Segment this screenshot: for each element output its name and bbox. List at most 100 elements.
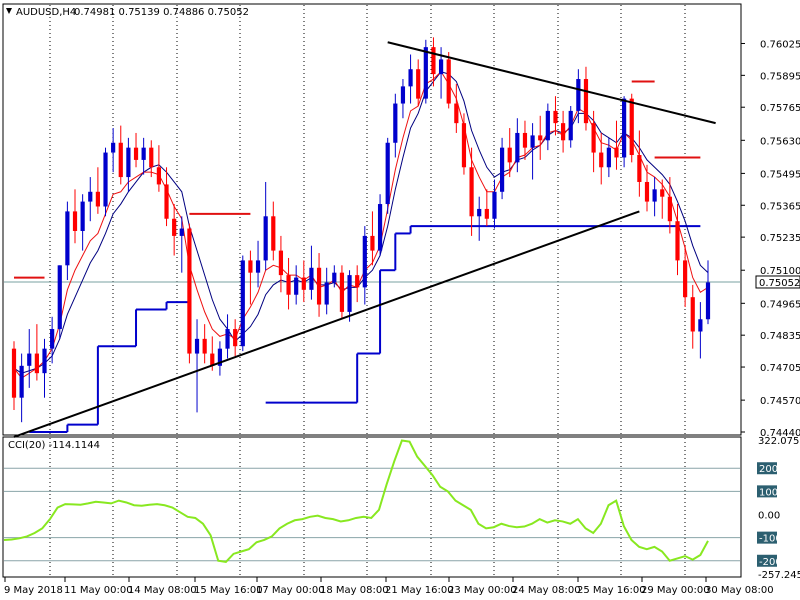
candle-body	[385, 142, 390, 205]
candle	[65, 201, 70, 281]
candle	[316, 253, 322, 317]
candle	[255, 240, 261, 288]
candle	[507, 128, 512, 178]
candle	[80, 194, 85, 251]
candle-body	[522, 132, 528, 148]
candle	[179, 216, 184, 273]
candle	[408, 54, 413, 104]
candle	[370, 211, 375, 266]
cci-tick-label: 100	[759, 487, 778, 498]
candle	[194, 319, 200, 413]
candle	[660, 179, 665, 219]
candle-body	[233, 329, 238, 347]
candle	[248, 250, 253, 305]
candle-body	[88, 191, 93, 202]
cci-tick-label: 0.00	[758, 510, 780, 521]
candle	[568, 105, 573, 148]
cci-tick-label: -200	[759, 557, 782, 568]
time-tick-label: 24 May 08:00	[512, 585, 581, 596]
candle	[667, 177, 672, 234]
candle-body	[217, 348, 223, 366]
candle-body	[499, 147, 505, 192]
candle-body	[545, 110, 550, 141]
candle	[393, 93, 398, 158]
price-tick-label: 0.74965	[760, 299, 800, 310]
candle	[324, 267, 329, 315]
candle-body	[644, 181, 650, 202]
candle	[499, 137, 505, 200]
candle	[164, 167, 169, 227]
candle-body	[591, 123, 596, 153]
candle	[126, 137, 131, 192]
candle	[484, 189, 489, 227]
trend-line	[13, 210, 640, 438]
candle	[431, 37, 436, 87]
candle	[34, 324, 39, 381]
time-tick-label: 15 May 16:00	[194, 585, 263, 596]
candle	[400, 79, 406, 119]
candle-body	[118, 142, 123, 178]
candle	[141, 137, 146, 175]
cci-pane	[2, 436, 742, 578]
price-tick-label: 0.76025	[760, 39, 800, 50]
candle	[332, 265, 337, 288]
candle	[347, 270, 352, 322]
candle-body	[461, 123, 467, 168]
candle-body	[103, 152, 108, 207]
candle	[240, 255, 245, 352]
price-tick-label: 0.75235	[760, 233, 800, 244]
candle	[111, 128, 116, 173]
trend-line	[387, 41, 716, 125]
time-tick-label: 23 May 00:00	[448, 585, 517, 596]
candle	[149, 140, 154, 178]
candle-body	[19, 365, 24, 398]
cci-axis: 322.0753 200 100 0.00 -100 -200 -257.245	[757, 436, 800, 581]
candle-body	[423, 47, 428, 99]
candle	[339, 265, 345, 320]
candle-body	[393, 103, 398, 143]
candle-body	[172, 218, 177, 236]
candle-body	[187, 228, 192, 354]
candle	[698, 302, 703, 359]
candle-body	[194, 338, 200, 354]
candle-body	[141, 147, 146, 160]
cci-level-tag	[757, 531, 777, 544]
candle	[50, 316, 55, 364]
candle-body	[164, 184, 169, 219]
candle	[271, 201, 276, 261]
candle	[599, 132, 604, 185]
candle	[263, 181, 268, 271]
slow-moving-average-line	[13, 71, 709, 374]
candle	[423, 39, 428, 104]
time-tick-label: 11 May 00:00	[64, 585, 133, 596]
candle-body	[637, 155, 642, 182]
candle-body	[255, 260, 261, 273]
candle	[622, 96, 627, 168]
candle-body	[286, 275, 291, 295]
vertical-gridlines	[49, 5, 686, 576]
candle	[652, 177, 657, 217]
candle-body	[240, 260, 245, 347]
price-tick-label: 0.74440	[760, 428, 800, 439]
candle-body	[370, 235, 375, 251]
candle-body	[492, 191, 497, 219]
cci-tick-label: 200	[759, 464, 778, 475]
candle-body	[278, 250, 284, 276]
time-tick-label: 25 May 16:00	[577, 585, 646, 596]
candle	[156, 145, 161, 192]
candle-body	[690, 297, 695, 332]
candle	[42, 338, 47, 398]
candle	[27, 329, 32, 388]
candle-body	[599, 152, 604, 168]
candle	[72, 189, 78, 244]
candle	[95, 167, 100, 214]
candle-body	[301, 277, 306, 290]
candle	[515, 118, 520, 173]
candle-body	[72, 211, 78, 231]
price-tick-label: 0.75630	[760, 136, 800, 147]
cci-line	[3, 439, 709, 563]
candle-body	[347, 275, 352, 312]
candle	[538, 115, 543, 160]
time-tick-label: 29 May 00:00	[641, 585, 710, 596]
candle-body	[438, 59, 444, 75]
